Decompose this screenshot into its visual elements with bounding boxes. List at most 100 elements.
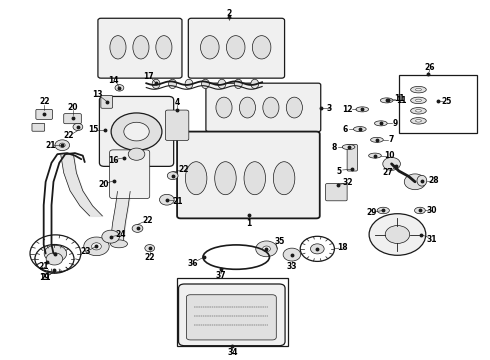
FancyBboxPatch shape xyxy=(186,295,276,340)
Ellipse shape xyxy=(342,144,355,149)
Ellipse shape xyxy=(110,240,127,248)
Text: 19: 19 xyxy=(39,273,50,282)
Circle shape xyxy=(44,245,67,262)
Ellipse shape xyxy=(200,36,219,59)
Text: 22: 22 xyxy=(178,166,189,175)
Text: 26: 26 xyxy=(424,63,435,72)
Text: 16: 16 xyxy=(108,156,118,165)
Text: 13: 13 xyxy=(92,90,103,99)
Ellipse shape xyxy=(415,207,425,214)
FancyBboxPatch shape xyxy=(165,110,189,140)
Text: 4: 4 xyxy=(174,98,180,107)
Ellipse shape xyxy=(417,175,427,186)
Ellipse shape xyxy=(356,107,368,112)
Circle shape xyxy=(385,226,410,243)
FancyBboxPatch shape xyxy=(177,132,320,219)
Ellipse shape xyxy=(185,162,207,195)
Text: 21: 21 xyxy=(173,197,183,206)
Ellipse shape xyxy=(286,97,302,118)
Text: 7: 7 xyxy=(389,135,394,144)
Text: 8: 8 xyxy=(331,143,337,152)
Ellipse shape xyxy=(218,79,226,89)
Circle shape xyxy=(263,246,270,252)
Text: 22: 22 xyxy=(64,131,74,140)
Text: 18: 18 xyxy=(338,243,348,252)
Ellipse shape xyxy=(252,36,271,59)
Ellipse shape xyxy=(370,137,383,142)
Text: 23: 23 xyxy=(80,247,91,256)
FancyBboxPatch shape xyxy=(178,284,285,346)
Ellipse shape xyxy=(411,118,426,124)
FancyBboxPatch shape xyxy=(326,184,347,201)
Circle shape xyxy=(311,244,324,254)
Circle shape xyxy=(256,241,277,257)
Text: 5: 5 xyxy=(336,167,342,176)
Circle shape xyxy=(132,225,143,232)
FancyBboxPatch shape xyxy=(101,95,113,108)
Ellipse shape xyxy=(416,120,421,122)
Ellipse shape xyxy=(216,97,232,118)
Circle shape xyxy=(92,243,101,250)
Text: 25: 25 xyxy=(441,96,451,105)
Text: 1: 1 xyxy=(246,219,251,228)
Text: 20: 20 xyxy=(98,180,109,189)
Text: 17: 17 xyxy=(143,72,153,81)
Text: 32: 32 xyxy=(343,178,353,187)
Text: 22: 22 xyxy=(142,216,152,225)
Text: 35: 35 xyxy=(275,237,285,246)
Text: 27: 27 xyxy=(383,168,393,177)
Text: 6: 6 xyxy=(343,125,348,134)
Ellipse shape xyxy=(251,79,259,89)
Text: 31: 31 xyxy=(427,235,438,244)
Circle shape xyxy=(145,244,155,252)
Bar xyxy=(176,278,288,346)
Text: 24: 24 xyxy=(116,230,126,239)
Circle shape xyxy=(115,85,124,91)
Ellipse shape xyxy=(377,207,390,214)
Text: 20: 20 xyxy=(67,103,78,112)
Ellipse shape xyxy=(416,88,421,91)
Text: 3: 3 xyxy=(326,104,332,113)
Text: 12: 12 xyxy=(343,105,353,114)
Ellipse shape xyxy=(353,127,366,132)
Text: 34: 34 xyxy=(227,348,238,357)
Ellipse shape xyxy=(215,162,236,195)
Ellipse shape xyxy=(185,79,193,89)
FancyBboxPatch shape xyxy=(98,18,182,78)
Text: 14: 14 xyxy=(108,76,118,85)
Circle shape xyxy=(84,237,109,256)
Circle shape xyxy=(111,113,162,150)
FancyBboxPatch shape xyxy=(99,96,173,166)
Ellipse shape xyxy=(411,108,426,114)
Text: 28: 28 xyxy=(428,176,439,185)
Ellipse shape xyxy=(201,79,209,89)
FancyBboxPatch shape xyxy=(188,18,285,78)
Circle shape xyxy=(283,248,301,261)
Text: 21: 21 xyxy=(38,262,49,271)
FancyBboxPatch shape xyxy=(32,123,45,131)
Text: 9: 9 xyxy=(393,119,398,128)
Bar xyxy=(399,75,477,134)
Circle shape xyxy=(73,123,83,131)
Text: 33: 33 xyxy=(287,262,297,271)
Text: 36: 36 xyxy=(188,259,198,268)
Ellipse shape xyxy=(152,79,160,89)
Ellipse shape xyxy=(133,36,149,59)
Text: 10: 10 xyxy=(384,151,395,160)
Text: 11: 11 xyxy=(396,96,407,105)
FancyBboxPatch shape xyxy=(64,114,81,124)
Text: 30: 30 xyxy=(427,206,438,215)
Ellipse shape xyxy=(273,162,295,195)
Text: 15: 15 xyxy=(88,125,98,134)
FancyBboxPatch shape xyxy=(110,150,150,199)
Ellipse shape xyxy=(368,153,381,158)
Text: 11: 11 xyxy=(394,94,405,103)
Ellipse shape xyxy=(411,97,426,104)
Circle shape xyxy=(102,230,120,243)
Text: 2: 2 xyxy=(227,9,232,18)
Ellipse shape xyxy=(380,98,393,103)
Ellipse shape xyxy=(244,162,266,195)
Circle shape xyxy=(369,214,426,255)
Ellipse shape xyxy=(169,79,176,89)
Circle shape xyxy=(124,122,149,141)
